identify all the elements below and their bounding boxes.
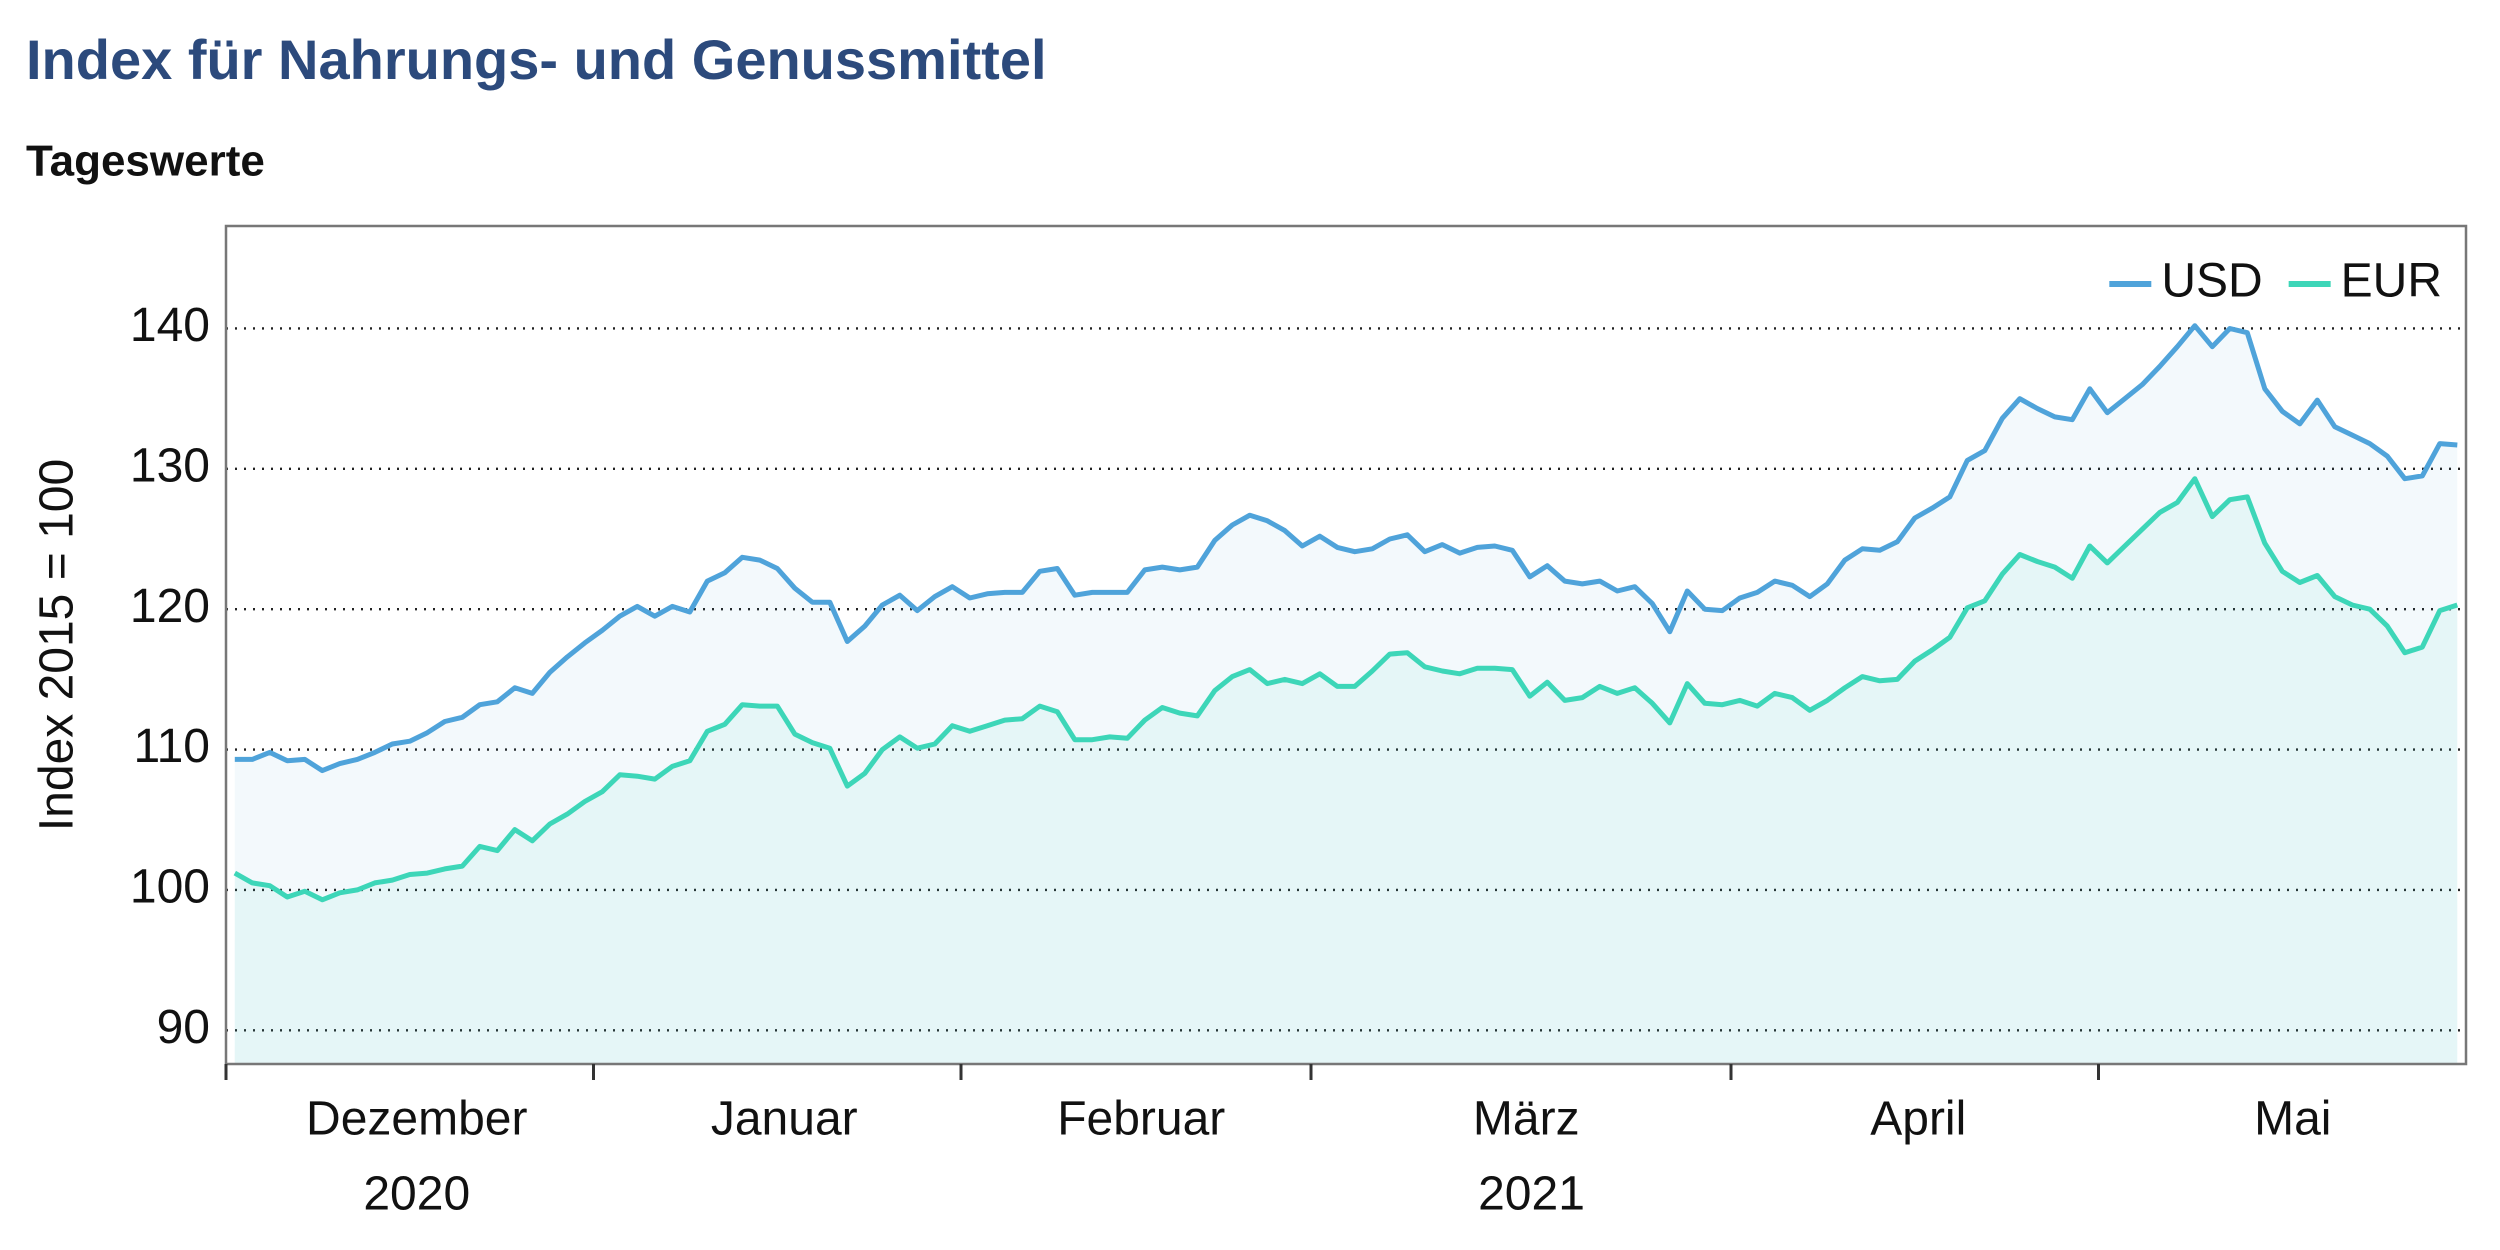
y-tick-label: 90 <box>157 1001 210 1054</box>
x-tick-label: Januar <box>711 1093 858 1146</box>
line <box>234 323 2458 774</box>
line <box>233 476 2459 903</box>
x-tick-label: April <box>1870 1093 1966 1146</box>
chart-title: Index für Nahrungs- und Genussmittel <box>26 28 1047 91</box>
x-tick-label: März <box>1473 1093 1580 1146</box>
year-label: 2021 <box>1478 1168 1585 1221</box>
y-axis-label: Index 2015 = 100 <box>31 459 84 831</box>
legend: USD EUR <box>2109 255 2442 308</box>
area-fill <box>234 325 2458 1064</box>
x-tick-label: Februar <box>1057 1093 1225 1146</box>
legend-label: EUR <box>2341 255 2442 308</box>
y-tick-label: 140 <box>130 299 210 352</box>
plot-frame <box>224 224 2468 1066</box>
chart-subtitle: Tageswerte <box>26 137 265 186</box>
y-tick-label: 130 <box>130 440 210 493</box>
legend-label: USD <box>2161 255 2262 308</box>
year-label: 2020 <box>363 1168 470 1221</box>
y-tick-label: 110 <box>133 720 210 773</box>
y-tick-label: 100 <box>130 861 210 914</box>
y-tick-label: 120 <box>130 580 210 633</box>
x-tick-label: Dezember <box>306 1093 527 1146</box>
x-tick-label: Mai <box>2254 1093 2331 1146</box>
area-fill <box>234 478 2458 1064</box>
